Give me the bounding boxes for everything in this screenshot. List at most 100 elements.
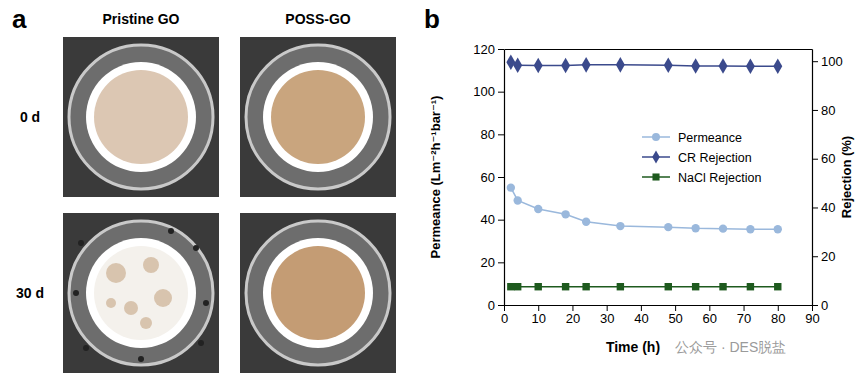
data-point (534, 58, 543, 74)
tick-mark (498, 262, 504, 263)
y2-axis-title: Rejection (%) (839, 136, 854, 218)
legend-label: Permeance (678, 131, 742, 145)
petri-dish (246, 221, 390, 365)
tick-mark (709, 305, 710, 311)
data-point (692, 283, 699, 290)
axis-line (505, 305, 813, 306)
tick-label: 100 (821, 54, 843, 69)
tick-mark (498, 220, 504, 221)
petri-dish (246, 45, 390, 189)
tick-mark (498, 305, 504, 306)
data-point (616, 57, 625, 73)
debris (83, 345, 89, 351)
tick-mark (812, 256, 818, 257)
data-point (562, 283, 569, 290)
membrane-flake (106, 263, 126, 283)
tick-label: 80 (481, 127, 495, 142)
data-point (582, 283, 589, 290)
row-label: 0 d (20, 109, 40, 125)
data-point (506, 54, 515, 70)
data-point (561, 210, 569, 218)
tick-mark (778, 305, 779, 311)
tick-mark (607, 305, 608, 311)
data-point (691, 58, 700, 74)
membrane-support (86, 62, 196, 172)
tick-mark (744, 305, 745, 311)
debris (73, 290, 79, 296)
legend-label: CR Rejection (678, 151, 752, 165)
data-point (534, 205, 542, 213)
tick: 80 (771, 305, 785, 326)
photo (63, 37, 219, 197)
photo (240, 37, 396, 197)
tick: 30 (600, 305, 614, 326)
data-point (774, 283, 781, 290)
data-point (691, 224, 699, 232)
series-line (511, 188, 778, 230)
tick: 90 (805, 305, 819, 326)
tick-label: 30 (600, 311, 614, 326)
tick-label: 40 (481, 212, 495, 227)
membrane-flake (106, 298, 116, 308)
tick-label: 100 (473, 84, 495, 99)
tick-mark (498, 92, 504, 93)
tick: 40 (481, 212, 504, 227)
tick-label: 40 (821, 200, 835, 215)
panel-label: b (424, 4, 440, 34)
legend-entry: CR Rejection (642, 150, 752, 164)
tick-label: 80 (771, 311, 785, 326)
tick-label: 0 (501, 311, 508, 326)
tick-mark (812, 207, 818, 208)
plot-area (506, 54, 782, 290)
petri-dish (69, 45, 213, 189)
tick: 20 (812, 249, 835, 264)
axis-line (812, 50, 813, 306)
tick: 0 (488, 298, 504, 313)
row-label: 30 d (16, 285, 44, 301)
data-point (746, 225, 754, 233)
axis-line (504, 50, 505, 306)
tick-label: 90 (805, 311, 819, 326)
tick-label: 20 (481, 255, 495, 270)
data-point (664, 58, 673, 74)
photo (63, 213, 219, 373)
x-axis-title: Time (h) (606, 339, 660, 355)
y-axis: 020406080100120 (473, 42, 504, 313)
membrane (271, 246, 365, 340)
membrane (271, 70, 365, 164)
tick-label: 20 (566, 311, 580, 326)
photo-background (63, 213, 219, 373)
legend-marker (652, 173, 659, 180)
tick-mark (498, 134, 504, 135)
data-point (617, 283, 624, 290)
membrane (94, 246, 188, 340)
legend-entry: NaCl Rejection (642, 171, 761, 185)
watermark: 公众号 · DES脱盐 (675, 339, 786, 355)
x-axis: 0102030405060708090 (501, 305, 820, 326)
tick: 80 (481, 127, 504, 142)
tick-label: 60 (821, 151, 835, 166)
tick: 0 (501, 305, 508, 326)
photo-background (63, 37, 219, 197)
membrane-flake (124, 301, 138, 315)
panel-label: a (12, 4, 27, 34)
membrane-support (263, 62, 373, 172)
tick-label: 60 (703, 311, 717, 326)
membrane-flake (154, 289, 172, 307)
membrane (94, 70, 188, 164)
data-point (582, 57, 591, 73)
data-point (535, 283, 542, 290)
tick-mark (812, 61, 818, 62)
data-point (616, 222, 624, 230)
data-point (747, 283, 754, 290)
tick: 60 (812, 151, 835, 166)
tick: 40 (812, 200, 835, 215)
data-point (773, 59, 782, 75)
membrane-flake (143, 257, 159, 273)
tick: 60 (703, 305, 717, 326)
tick-label: 80 (821, 103, 835, 118)
tick: 100 (473, 84, 504, 99)
debris (198, 340, 204, 346)
legend: Permeance CR Rejection NaCl Rejection (642, 131, 761, 185)
membrane-support (86, 238, 196, 348)
